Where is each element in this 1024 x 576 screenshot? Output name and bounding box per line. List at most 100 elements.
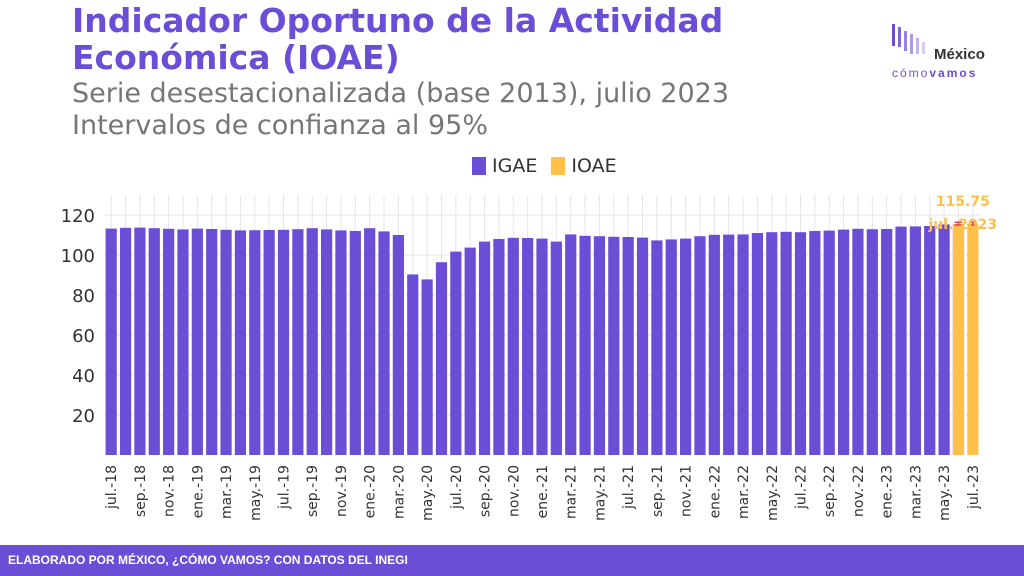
bar-igae xyxy=(636,237,649,455)
bar-igae xyxy=(622,237,634,455)
bar-igae xyxy=(852,228,864,455)
chart-title: Indicador Oportuno de la Actividad Econó… xyxy=(72,1,724,77)
bar-igae xyxy=(435,262,448,455)
chart-legend: IGAE IOAE xyxy=(472,154,617,178)
x-tick-label: ene.-19 xyxy=(190,465,206,518)
bar-igae xyxy=(349,231,361,455)
bar-igae xyxy=(234,230,247,455)
annotation-date: jul. 2023 xyxy=(927,217,997,233)
bar-igae xyxy=(478,241,491,455)
bar-igae xyxy=(866,229,878,455)
annotation-value: 115.75 xyxy=(936,194,990,210)
x-tick-label: mar.-21 xyxy=(564,465,580,519)
y-tick-label: 120 xyxy=(61,206,95,227)
mexico-como-vamos-logo: México cómovamos xyxy=(890,22,1010,86)
bar-igae xyxy=(148,228,160,455)
x-tick-label: may.-21 xyxy=(592,465,608,521)
bar-igae xyxy=(938,224,950,455)
x-tick-label: jul.-19 xyxy=(277,465,293,510)
bar-igae xyxy=(550,241,562,455)
bar-igae xyxy=(680,238,692,455)
bar-igae xyxy=(249,230,261,455)
x-tick-label: jul.-18 xyxy=(104,465,120,510)
y-tick-label: 40 xyxy=(72,366,95,387)
bar-igae xyxy=(565,234,577,455)
x-tick-label: ene.-21 xyxy=(535,465,551,518)
bar-igae xyxy=(392,235,404,455)
y-tick-label: 80 xyxy=(72,286,95,307)
bar-igae xyxy=(407,274,419,455)
x-tick-label: jul.-22 xyxy=(793,465,809,510)
legend-item-ioae: IOAE xyxy=(551,155,617,177)
x-tick-label: mar.-19 xyxy=(219,465,235,519)
x-tick-label: sep.-22 xyxy=(822,465,838,517)
bar-igae xyxy=(134,227,146,455)
x-tick-label: nov.-21 xyxy=(679,465,695,517)
legend-label-ioae: IOAE xyxy=(571,155,617,177)
bar-igae xyxy=(536,238,548,455)
x-tick-label: jul.-21 xyxy=(621,465,637,510)
bar-igae xyxy=(191,228,203,455)
bar-igae xyxy=(119,227,132,455)
x-tick-label: sep.-21 xyxy=(650,465,666,517)
bar-igae xyxy=(306,228,318,455)
x-tick-label: may.-19 xyxy=(248,465,264,521)
bar-igae xyxy=(809,231,821,455)
bar-igae xyxy=(766,232,778,455)
bar-igae xyxy=(579,235,591,455)
x-tick-label: ene.-23 xyxy=(880,465,896,518)
x-tick-label: ene.-22 xyxy=(707,465,723,518)
x-tick-label: nov.-20 xyxy=(506,465,522,517)
x-tick-label: mar.-22 xyxy=(736,465,752,519)
footer-credit: ELABORADO POR MÉXICO, ¿CÓMO VAMOS? CON D… xyxy=(0,545,1024,576)
bar-igae xyxy=(924,226,936,455)
subtitle-line-2: Intervalos de confianza al 95% xyxy=(72,110,488,141)
bar-igae xyxy=(895,226,907,455)
bar-igae xyxy=(665,239,677,455)
bar-igae xyxy=(651,240,663,455)
bar-igae xyxy=(335,230,347,455)
bar-igae xyxy=(593,236,606,455)
x-tick-label: sep.-19 xyxy=(305,465,321,517)
bar-igae xyxy=(522,238,534,455)
bar-igae xyxy=(493,239,505,455)
logo-tagline: cómovamos xyxy=(892,66,978,80)
bar-igae xyxy=(608,236,620,455)
x-tick-label: may.-23 xyxy=(937,465,953,521)
bar-igae xyxy=(780,231,792,455)
bar-igae xyxy=(507,237,519,455)
bar-igae xyxy=(220,229,232,455)
bar-igae xyxy=(464,247,476,455)
bar-igae xyxy=(105,228,117,455)
bar-igae xyxy=(378,231,390,455)
x-tick-label: may.-20 xyxy=(420,465,436,521)
bar-igae xyxy=(292,229,304,455)
chart-subtitle: Serie desestacionalizada (base 2013), ju… xyxy=(72,78,832,142)
legend-swatch-igae xyxy=(472,157,486,175)
bar-igae xyxy=(823,230,835,455)
bar-igae xyxy=(737,234,749,455)
bar-igae xyxy=(421,279,433,455)
x-tick-label: nov.-22 xyxy=(851,465,867,517)
y-tick-label: 20 xyxy=(72,406,95,427)
y-tick-label: 100 xyxy=(61,246,95,267)
bar-igae xyxy=(751,233,764,455)
bar-igae xyxy=(206,229,218,455)
bar-ioae xyxy=(952,223,965,455)
bar-igae xyxy=(263,230,275,455)
x-tick-label: jul.-23 xyxy=(966,465,982,510)
x-tick-label: may.-22 xyxy=(765,465,781,521)
y-tick-label: 60 xyxy=(72,326,95,347)
bar-igae xyxy=(881,229,893,455)
bar-igae xyxy=(794,232,807,455)
x-tick-label: sep.-18 xyxy=(133,465,149,517)
x-tick-label: mar.-20 xyxy=(391,465,407,519)
bar-igae xyxy=(909,226,921,455)
bar-igae xyxy=(163,228,175,455)
bar-igae xyxy=(694,236,706,455)
x-tick-label: ene.-20 xyxy=(363,465,379,518)
subtitle-line-1: Serie desestacionalizada (base 2013), ju… xyxy=(72,78,730,109)
x-tick-label: sep.-20 xyxy=(478,465,494,517)
bar-igae xyxy=(837,229,850,455)
logo-bars-icon xyxy=(892,24,925,54)
